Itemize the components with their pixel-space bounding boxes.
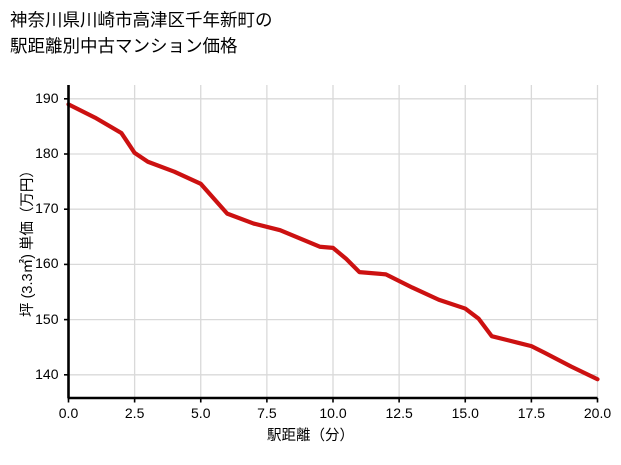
chart-title: 神奈川県川崎市高津区千年新町の 駅距離別中古マンション価格 (10, 10, 273, 56)
data-line-series-0 (66, 102, 600, 382)
y-tick-label: 140 (35, 365, 59, 382)
x-tick-label: 10.0 (319, 405, 347, 421)
y-tick-label: 180 (35, 145, 59, 161)
y-tick-label: 190 (35, 89, 59, 106)
y-tick-label: 170 (35, 200, 59, 217)
x-tick-label: 17.5 (517, 405, 545, 421)
x-tick-label: 20.0 (583, 405, 612, 421)
x-tick-label: 12.5 (385, 405, 413, 421)
x-tick-label: 15.0 (451, 405, 479, 421)
x-tick-label: 2.5 (124, 405, 145, 421)
y-tick-label: 150 (35, 310, 59, 327)
x-tick-label: 5.0 (191, 405, 211, 421)
y-tick-label: 160 (35, 255, 59, 272)
x-tick-label: 0.0 (58, 405, 79, 421)
y-axis-label: 坪 (3.3㎡) 単価（万円） (20, 163, 36, 317)
x-tick-label: 7.5 (257, 405, 277, 421)
x-axis-label: 駅距離（分） (267, 428, 354, 444)
